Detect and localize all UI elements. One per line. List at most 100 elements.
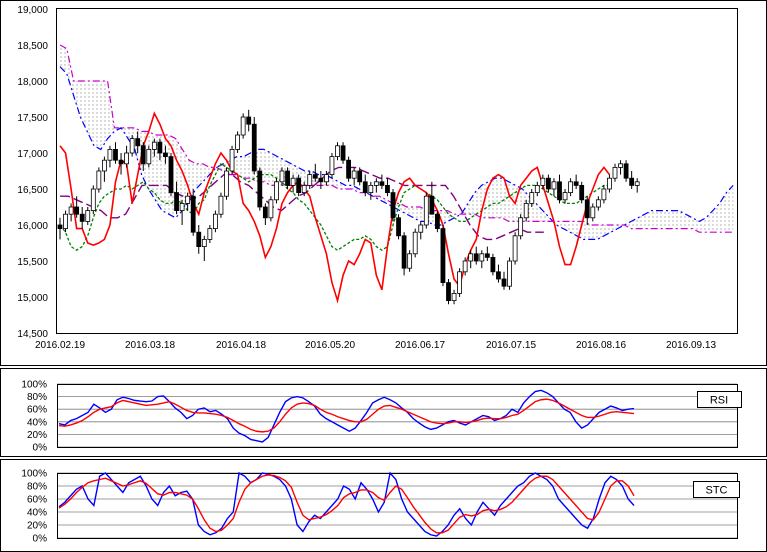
- price-x-tick-label: 2016.08.16: [576, 340, 626, 351]
- candle-body: [434, 213, 440, 229]
- price-y-tick-label: 17,500: [17, 113, 48, 124]
- candle-body: [296, 177, 302, 193]
- candle-body: [590, 206, 596, 219]
- candle-body: [229, 148, 235, 172]
- candle-body: [584, 199, 590, 219]
- candle-body: [623, 163, 629, 179]
- candle-body: [240, 116, 246, 136]
- rsi-y-tick-label: 20%: [27, 430, 47, 441]
- candle-body: [468, 253, 474, 262]
- candle-body: [224, 170, 229, 197]
- candle-body: [312, 174, 318, 179]
- rsi-plot-area: [57, 384, 738, 448]
- candle-body: [501, 278, 507, 287]
- candle-body: [346, 159, 352, 179]
- candle-body: [179, 202, 185, 211]
- tenkan-sen-line: [59, 111, 611, 304]
- candle-body: [201, 238, 207, 247]
- candle-body: [529, 192, 535, 204]
- price-y-tick-label: 18,500: [17, 41, 48, 52]
- candle-body: [124, 152, 129, 165]
- price-x-tick-label: 2016.02.19: [35, 340, 85, 351]
- stc-layer: 100% 80% 60% 40% 20% 0%: [21, 469, 738, 545]
- candle-body: [129, 138, 135, 154]
- stc-y-tick-label: 100%: [21, 469, 47, 480]
- price-y-tick-label: 19,000: [17, 5, 48, 16]
- senkou-span-b-line: [59, 44, 734, 233]
- candle-body: [85, 210, 91, 222]
- candle-body: [351, 170, 357, 179]
- candle-body: [595, 199, 601, 208]
- rsi-y-tick-label: 40%: [27, 417, 47, 428]
- candle-body: [90, 188, 96, 212]
- candle-body: [190, 195, 196, 233]
- candle-body: [146, 148, 152, 165]
- candle-body: [268, 199, 274, 219]
- candle-body: [74, 206, 80, 215]
- candle-body: [512, 235, 518, 262]
- price-x-tick-label: 2016.07.15: [486, 340, 536, 351]
- candle-body: [379, 181, 385, 186]
- rsi-y-tick-label: 80%: [27, 392, 47, 403]
- stc-y-tick-label: 0%: [33, 534, 48, 545]
- candle-body: [68, 206, 74, 215]
- candle-body: [601, 188, 607, 201]
- price-y-tick-label: 15,000: [17, 293, 48, 304]
- candle-body: [79, 213, 85, 222]
- candle-body: [440, 228, 446, 284]
- rsi-y-tick-label: 60%: [27, 405, 47, 416]
- candle-body: [429, 195, 435, 215]
- candle-body: [540, 177, 546, 186]
- candle-body: [340, 145, 346, 161]
- candle-body: [396, 217, 401, 237]
- rsi-legend: RSI: [697, 391, 742, 408]
- candle-body: [451, 292, 457, 301]
- candle-body: [479, 253, 485, 262]
- candle-body: [401, 235, 407, 269]
- stc-series-1-line: [58, 471, 635, 537]
- price-y-tick-label: 18,000: [17, 77, 48, 88]
- candle-body: [573, 181, 579, 186]
- candle-body: [140, 145, 146, 165]
- rsi-panel-frame: [0, 368, 767, 457]
- candle-body: [634, 181, 640, 186]
- candle-body: [318, 177, 324, 183]
- candle-body: [629, 177, 635, 186]
- stc-legend-label: STC: [706, 485, 728, 497]
- candle-body: [135, 138, 141, 147]
- candle-body: [546, 177, 551, 190]
- candle-body: [385, 184, 390, 193]
- candle-body: [484, 253, 490, 258]
- candle-body: [196, 231, 202, 247]
- price-y-tick-label: 14,500: [17, 329, 48, 340]
- candle-body: [251, 123, 257, 172]
- price-x-tick-label: 2016.06.17: [395, 340, 445, 351]
- rsi-y-tick-label: 0%: [33, 443, 48, 454]
- stc-plot-area: [57, 473, 738, 539]
- candle-body: [462, 260, 468, 273]
- candle-body: [151, 141, 157, 150]
- candle-body: [496, 271, 501, 280]
- candle-body: [290, 177, 296, 186]
- cloud-area: [60, 45, 734, 240]
- candle-body: [212, 213, 218, 229]
- candle-body: [612, 166, 618, 179]
- senkou-span-a-line: [59, 66, 734, 240]
- candle-body: [518, 217, 524, 237]
- candle-body: [507, 260, 512, 287]
- price-x-tick-label: 2016.04.18: [216, 340, 266, 351]
- candle-body: [568, 181, 573, 194]
- price-y-tick-label: 15,500: [17, 257, 48, 268]
- stc-series-2-line: [58, 474, 635, 534]
- candle-body: [207, 228, 213, 240]
- candle-body: [235, 134, 241, 150]
- price-x-tick-label: 2016.09.13: [666, 340, 716, 351]
- candle-body: [523, 202, 529, 219]
- candle-body: [423, 195, 429, 226]
- candle-body: [246, 116, 252, 125]
- candle-body: [362, 181, 368, 194]
- price-y-tick-label: 16,000: [17, 221, 48, 232]
- candle-body: [163, 152, 168, 157]
- candle-body: [307, 174, 313, 186]
